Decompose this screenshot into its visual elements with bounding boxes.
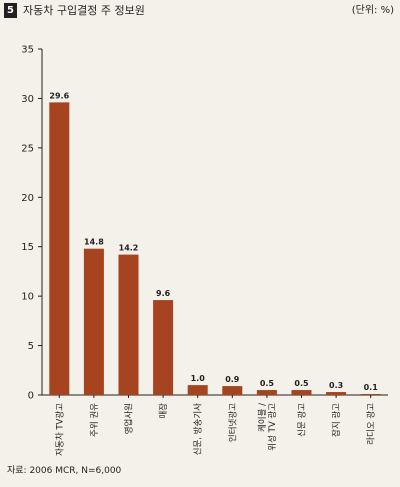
bar [256,390,277,395]
bar [360,394,381,395]
y-tick-label: 0 [28,391,34,402]
bar-value-label: 14.8 [84,238,104,247]
y-tick-label: 5 [28,341,34,352]
bar [222,386,243,395]
y-tick-label: 25 [21,143,34,154]
x-category-label: 신문, 방송기사 [193,403,204,456]
bar-value-label: 9.6 [156,289,171,298]
x-category-label: 라디오 광고 [366,403,377,445]
x-category-label: 케이블 / [257,403,268,432]
bar [49,102,70,395]
x-category-label: 인터넷광고 [227,403,238,442]
x-category-label: 주위 권유 [89,403,100,437]
source-note: 자료: 2006 MCR, N=6,000 [7,466,122,476]
x-category-label: 신문 광고 [297,403,308,437]
bar-value-label: 14.2 [119,244,139,253]
x-category-label: 매장 [158,403,169,419]
bar [187,385,208,395]
x-category-label: 잡지 광고 [331,403,342,437]
bar-value-label: 0.9 [225,375,240,384]
bar [291,390,312,395]
bar [83,248,104,395]
bar-value-label: 0.1 [364,383,379,392]
y-tick-label: 30 [21,94,34,105]
chart-title: 자동차 구입결정 주 정보원 [23,4,145,17]
y-tick-label: 20 [21,193,34,204]
bar-value-label: 0.3 [329,381,343,390]
unit-label: (단위: %) [351,5,394,16]
y-tick-label: 35 [21,45,34,56]
bar [118,254,139,395]
x-category-label: 영업사원 [124,403,135,434]
bar-value-label: 29.6 [49,91,69,100]
bar-value-label: 0.5 [294,379,309,388]
x-category-label: 위성 TV 광고 [267,403,278,451]
bar-value-label: 0.5 [260,379,275,388]
bar-chart: 0 5 10 15 20 25 30 35 29.6 자동차 TV광고 14.8 주위 권유 14.2 영… [21,45,388,456]
bar [153,300,174,395]
y-tick-label: 15 [21,242,34,253]
y-tick-label: 10 [21,292,34,303]
bar-value-label: 1.0 [191,374,206,383]
x-category-label: 자동차 TV광고 [54,403,65,456]
chart-header: 5 자동차 구입결정 주 정보원 (단위: %) [0,0,400,22]
bar [326,392,347,395]
figure-number-badge: 5 [4,3,17,18]
